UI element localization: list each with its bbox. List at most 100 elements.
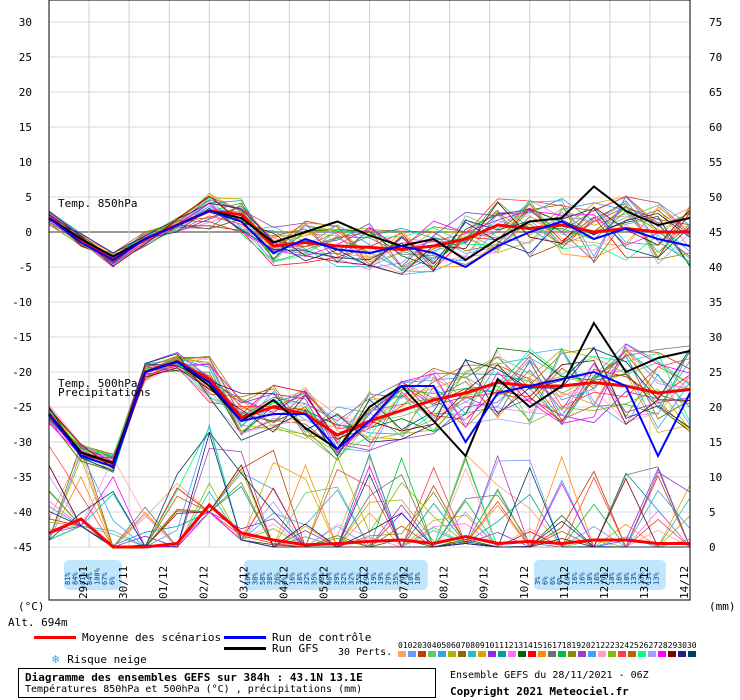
- altitude-label: Alt. 694m: [8, 616, 68, 628]
- member-swatch: [498, 651, 506, 657]
- member-swatch: [628, 651, 636, 657]
- y-right-tick: 30: [709, 331, 722, 344]
- snow-percent: 38%: [266, 572, 274, 585]
- member-legend: 0102030405060708091011121314151617181920…: [398, 641, 698, 657]
- member-swatch: [448, 651, 456, 657]
- x-tick-label: 02/12: [197, 566, 210, 599]
- snow-percent: 48%: [318, 572, 326, 585]
- member-swatch: [638, 651, 646, 657]
- member-line-500: [48, 350, 691, 461]
- member-line-500: [48, 358, 691, 457]
- member-line-500: [48, 348, 691, 472]
- ensemble-chart: 81% 84% 81% 84% 100% 67% 6% 16% 38% 58% 38% 26% 6% 16…: [8, 0, 736, 628]
- member-swatch: [428, 651, 436, 657]
- snow-percent: 38%: [251, 572, 259, 585]
- snow-percent: 10%: [623, 572, 631, 585]
- member-swatch: [458, 651, 466, 657]
- run-info: Ensemble GEFS du 28/11/2021 - 06Z: [450, 670, 649, 681]
- snow-percent: 32%: [303, 572, 311, 585]
- snow-percent: 13%: [652, 572, 660, 585]
- snow-percent: 81%: [64, 572, 72, 585]
- snow-percent: 35%: [355, 572, 363, 585]
- member-swatch: [528, 651, 536, 657]
- gfs-swatch: [224, 647, 266, 650]
- member-line-precip: [48, 455, 690, 548]
- legend-gfs: Run GFS: [224, 642, 318, 655]
- snow-percent: 32%: [340, 572, 348, 585]
- chart-subtitle: Températures 850hPa et 500hPa (°C) , pré…: [25, 684, 363, 695]
- y-right-tick: 0: [709, 541, 716, 554]
- member-line-500: [48, 346, 691, 465]
- member-line-500: [48, 355, 691, 468]
- member-swatch: [518, 651, 526, 657]
- member-swatch: [478, 651, 486, 657]
- member-line-500: [48, 348, 691, 459]
- legend-control-label: Run de contrôle: [272, 631, 372, 644]
- x-tick-label: 06/12: [358, 566, 371, 599]
- snow-percent: 35%: [392, 572, 400, 585]
- mean-swatch: [34, 636, 76, 639]
- snow-percent: 16%: [593, 572, 601, 585]
- member-line-500: [48, 356, 691, 465]
- snow-percent: 32%: [348, 572, 356, 585]
- member-swatch: [508, 651, 516, 657]
- snow-percent: 19%: [601, 572, 609, 585]
- member-line-precip: [48, 431, 690, 548]
- y-left-tick: 5: [25, 191, 32, 204]
- member-swatch: [488, 651, 496, 657]
- x-tick-label: 11/12: [558, 566, 571, 599]
- series-line: [48, 502, 690, 549]
- legend-gfs-label: Run GFS: [272, 642, 319, 655]
- y-right-tick: 35: [709, 296, 722, 309]
- member-swatch: [438, 651, 446, 657]
- member-line-500: [48, 347, 691, 461]
- snow-percent: 10%: [608, 572, 616, 585]
- snow-percent: 3%: [534, 576, 542, 585]
- run-info-box: Ensemble GEFS du 28/11/2021 - 06Z Copyri…: [450, 670, 649, 698]
- y-right-tick: 20: [709, 401, 722, 414]
- snow-percent: 29%: [362, 572, 370, 585]
- grid: [49, 0, 691, 548]
- snow-percent: 10%: [407, 572, 415, 585]
- x-tick-label: 12/12: [598, 566, 611, 599]
- y-left-tick: 20: [19, 86, 32, 99]
- y-left-tick: 25: [19, 51, 32, 64]
- y-right-tick: 70: [709, 51, 722, 64]
- member-swatch: [618, 651, 626, 657]
- snow-percent: 39%: [333, 572, 341, 585]
- x-tick-label: 14/12: [678, 566, 691, 599]
- snow-percent: 58%: [259, 572, 267, 585]
- member-swatch: [658, 651, 666, 657]
- snow-percent: 10%: [586, 572, 594, 585]
- y-right-unit: (mm): [709, 600, 736, 613]
- snow-percent: 13%: [630, 572, 638, 585]
- y-left-tick: 15: [19, 121, 32, 134]
- y-right-tick: 5: [709, 506, 716, 519]
- chart-title-box: Diagramme des ensembles GEFS sur 384h : …: [18, 668, 436, 698]
- y-left-tick: 10: [19, 156, 32, 169]
- member-swatch: [688, 651, 696, 657]
- member-swatch: [418, 651, 426, 657]
- member-swatch: [578, 651, 586, 657]
- perts-label: 30 Perts.: [338, 647, 393, 658]
- x-tick-label: 07/12: [398, 566, 411, 599]
- snow-percent: 13%: [645, 572, 653, 585]
- member-swatch: [398, 651, 406, 657]
- chart-title: Diagramme des ensembles GEFS sur 384h : …: [25, 671, 363, 684]
- highlight-series: [47, 185, 691, 549]
- member-swatch: [668, 651, 676, 657]
- snow-risk-band: 81% 84% 81% 84% 100% 67% 6% 16% 38% 58% 38% 26% 6% 16…: [64, 560, 666, 590]
- snow-percent: 13%: [638, 572, 646, 585]
- snow-percent: 10%: [414, 572, 422, 585]
- snow-percent: 84%: [71, 572, 79, 585]
- y-left-tick: -35: [12, 471, 32, 484]
- member-swatch: [548, 651, 556, 657]
- legend-mean-label: Moyenne des scénarios: [82, 631, 222, 644]
- member-swatch: [538, 651, 546, 657]
- x-tick-label: 10/12: [518, 566, 531, 599]
- snow-band: [244, 560, 428, 590]
- series-line: [48, 360, 691, 468]
- legend: Moyenne des scénarios Run de contrôle Ru…: [0, 628, 740, 700]
- member-swatch: [408, 651, 416, 657]
